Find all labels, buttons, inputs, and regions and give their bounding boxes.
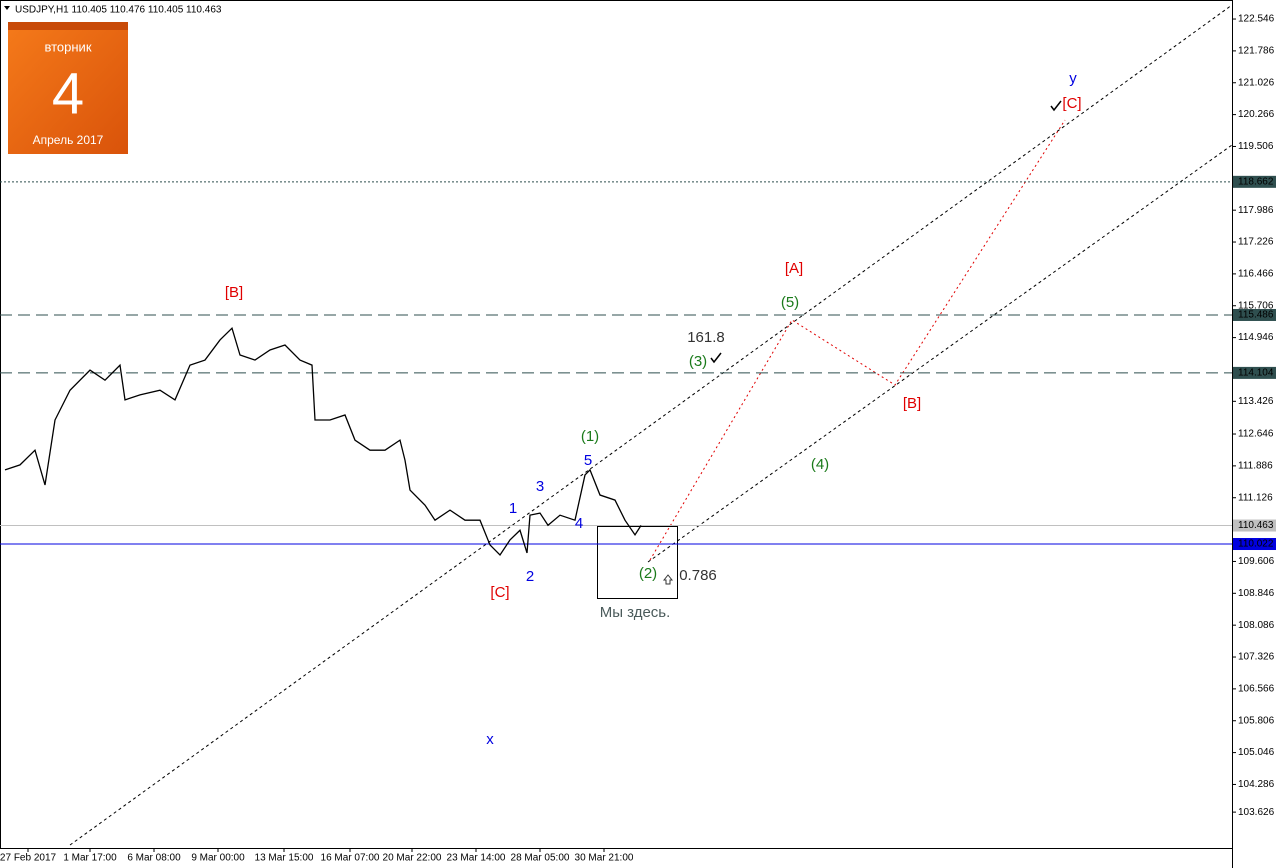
- y-tick-label: 108.846: [1238, 588, 1275, 599]
- calendar-day: 4: [52, 61, 84, 126]
- y-tick-label: 117.986: [1238, 205, 1274, 216]
- wave-label: 3: [536, 478, 544, 495]
- calendar-card: [8, 22, 128, 154]
- calendar-month: Апрель 2017: [33, 133, 104, 147]
- wave-label: 5: [584, 452, 592, 469]
- level-label-bg: [1233, 175, 1276, 188]
- y-tick-label: 104.286: [1238, 779, 1275, 790]
- wave-label: (2): [639, 565, 657, 582]
- y-tick-label: 105.806: [1238, 715, 1275, 726]
- wave-label: [B]: [903, 395, 921, 412]
- x-tick-label: 9 Mar 00:00: [191, 853, 245, 864]
- y-tick-label: 122.546: [1238, 14, 1275, 25]
- y-tick-label: 117.226: [1238, 237, 1274, 248]
- level-label: 114.104: [1238, 368, 1274, 379]
- y-tick-label: 120.266: [1238, 109, 1275, 120]
- y-tick-label: 106.566: [1238, 684, 1275, 695]
- wave-label: 2: [526, 568, 534, 585]
- y-tick-label: 103.626: [1238, 807, 1275, 818]
- y-tick-label: 121.026: [1238, 77, 1275, 88]
- wave-label: [C]: [490, 584, 509, 601]
- calendar-strip: [8, 22, 128, 30]
- wave-label: (1): [581, 428, 599, 445]
- x-tick-label: 16 Mar 07:00: [321, 853, 380, 864]
- calendar: вторник 4 Апрель 2017: [8, 22, 128, 154]
- x-tick-label: 28 Mar 05:00: [511, 853, 570, 864]
- wave-label: Мы здесь.: [600, 604, 671, 621]
- y-tick-label: 108.086: [1238, 620, 1275, 631]
- x-tick-label: 1 Mar 17:00: [63, 853, 117, 864]
- level-label-bg: [1233, 366, 1276, 379]
- level-label: 118.662: [1238, 176, 1274, 187]
- level-label: 115.486: [1238, 310, 1274, 321]
- calendar-weekday: вторник: [44, 39, 91, 54]
- y-tick-label: 109.606: [1238, 556, 1275, 567]
- y-tick-label: 121.786: [1238, 46, 1275, 57]
- wave-label: 0.786: [679, 567, 717, 584]
- wave-label: (5): [781, 294, 799, 311]
- y-tick-label: 112.646: [1238, 429, 1274, 440]
- trend-line: [69, 4, 1233, 846]
- y-tick-label: 105.046: [1238, 747, 1275, 758]
- menu-triangle: [4, 6, 10, 10]
- y-tick-label: 113.426: [1238, 396, 1274, 407]
- wave-label: 4: [575, 515, 583, 532]
- y-tick-label: 111.886: [1238, 461, 1273, 472]
- level-label-bg: [1233, 538, 1276, 551]
- x-tick-label: 13 Mar 15:00: [255, 853, 314, 864]
- wave-label: (4): [811, 456, 829, 473]
- wave-label: 161.8: [687, 329, 725, 346]
- wave-label: (3): [689, 353, 707, 370]
- arrow-icon: [662, 574, 674, 585]
- y-tick-label: 107.326: [1238, 652, 1275, 663]
- level-label-bg: [1233, 308, 1276, 321]
- wave-label: x: [486, 731, 494, 748]
- y-tick-label: 114.946: [1238, 332, 1274, 343]
- check-icon: [1050, 100, 1062, 112]
- price-line: [4, 326, 642, 557]
- wave-label: 1: [509, 500, 517, 517]
- chart-title: USDJPY,H1 110.405 110.476 110.405 110.46…: [15, 5, 222, 16]
- level-label: 110.463: [1238, 520, 1274, 531]
- wave-label: y: [1069, 70, 1077, 87]
- focus-box: [597, 526, 678, 599]
- x-tick-label: 6 Mar 08:00: [127, 853, 181, 864]
- wave-label: [C]: [1062, 95, 1081, 112]
- y-tick-label: 115.706: [1238, 300, 1274, 311]
- y-tick-label: 116.466: [1238, 269, 1274, 280]
- wave-label: [A]: [785, 260, 803, 277]
- y-tick-label: 111.126: [1238, 492, 1273, 503]
- plot-frame: [0, 0, 1233, 849]
- level-label: 110.022: [1238, 539, 1274, 550]
- y-tick-label: 119.506: [1238, 141, 1274, 152]
- wave-label: [B]: [225, 284, 243, 301]
- x-tick-label: 23 Mar 14:00: [447, 853, 506, 864]
- x-tick-label: 27 Feb 2017: [0, 853, 57, 864]
- x-tick-label: 20 Mar 22:00: [383, 853, 442, 864]
- x-tick-label: 30 Mar 21:00: [575, 853, 634, 864]
- level-label-bg: [1233, 519, 1276, 532]
- check-icon: [710, 352, 722, 364]
